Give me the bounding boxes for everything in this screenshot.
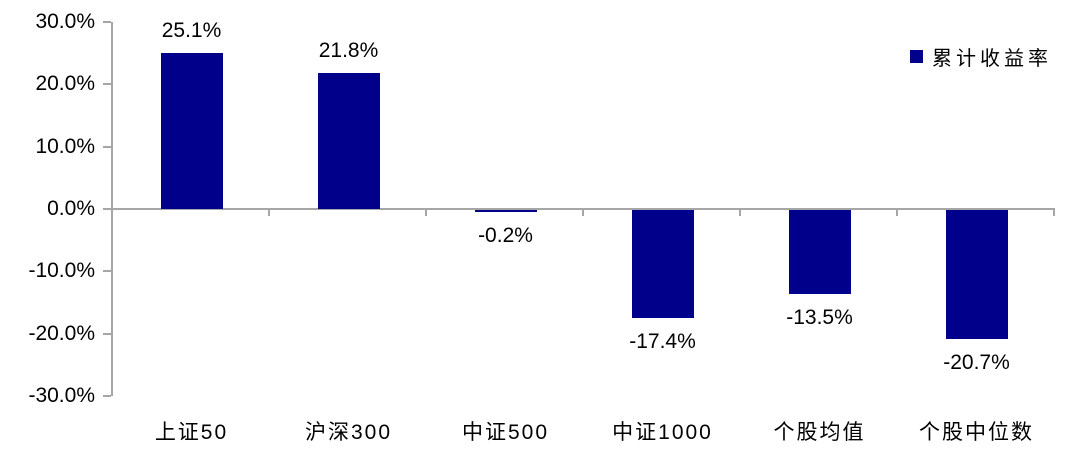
y-axis-label: -10.0% <box>28 259 95 283</box>
y-axis-tick <box>103 395 111 397</box>
y-axis-tick <box>103 332 111 335</box>
category-label: 上证50 <box>154 421 229 444</box>
bar-value-label: 21.8% <box>318 39 379 63</box>
y-axis-label: 30.0% <box>35 10 95 33</box>
legend-swatch-icon <box>910 50 923 63</box>
y-axis-tick <box>103 83 111 86</box>
bar <box>631 210 694 319</box>
category-label: 个股中位数 <box>919 421 1034 444</box>
bar <box>474 210 537 212</box>
x-axis-line <box>103 208 1055 210</box>
y-axis-label: -20.0% <box>28 321 95 345</box>
y-axis-tick <box>103 145 111 148</box>
y-axis-label: 10.0% <box>35 134 95 158</box>
bar-value-label: -17.4% <box>629 330 696 354</box>
legend: 累计收益率 <box>910 42 1052 71</box>
x-axis-tick <box>582 210 584 216</box>
x-axis-tick <box>268 210 270 216</box>
y-axis-label: -30.0% <box>28 384 95 407</box>
y-axis-tick <box>103 21 111 23</box>
x-axis-tick <box>1053 210 1055 216</box>
y-axis-label: 20.0% <box>35 72 95 96</box>
x-axis-tick <box>425 210 427 216</box>
category-label: 沪深300 <box>304 421 393 444</box>
x-axis-tick <box>896 210 898 216</box>
category-label: 个股均值 <box>773 421 866 444</box>
bar <box>788 210 851 295</box>
category-label: 中证500 <box>461 421 550 444</box>
y-axis-label: 0.0% <box>47 197 95 220</box>
category-label: 中证1000 <box>612 421 713 444</box>
bar-value-label: -13.5% <box>786 306 853 330</box>
y-axis-tick <box>103 270 111 273</box>
x-axis-tick <box>739 210 741 216</box>
bar-value-label: 25.1% <box>161 18 222 42</box>
bar-value-label: -0.2% <box>478 224 533 247</box>
bar <box>317 73 380 209</box>
bar-value-label: -20.7% <box>943 351 1010 375</box>
legend-label: 累计收益率 <box>932 48 1052 70</box>
bar <box>945 210 1008 340</box>
bar <box>160 52 223 209</box>
